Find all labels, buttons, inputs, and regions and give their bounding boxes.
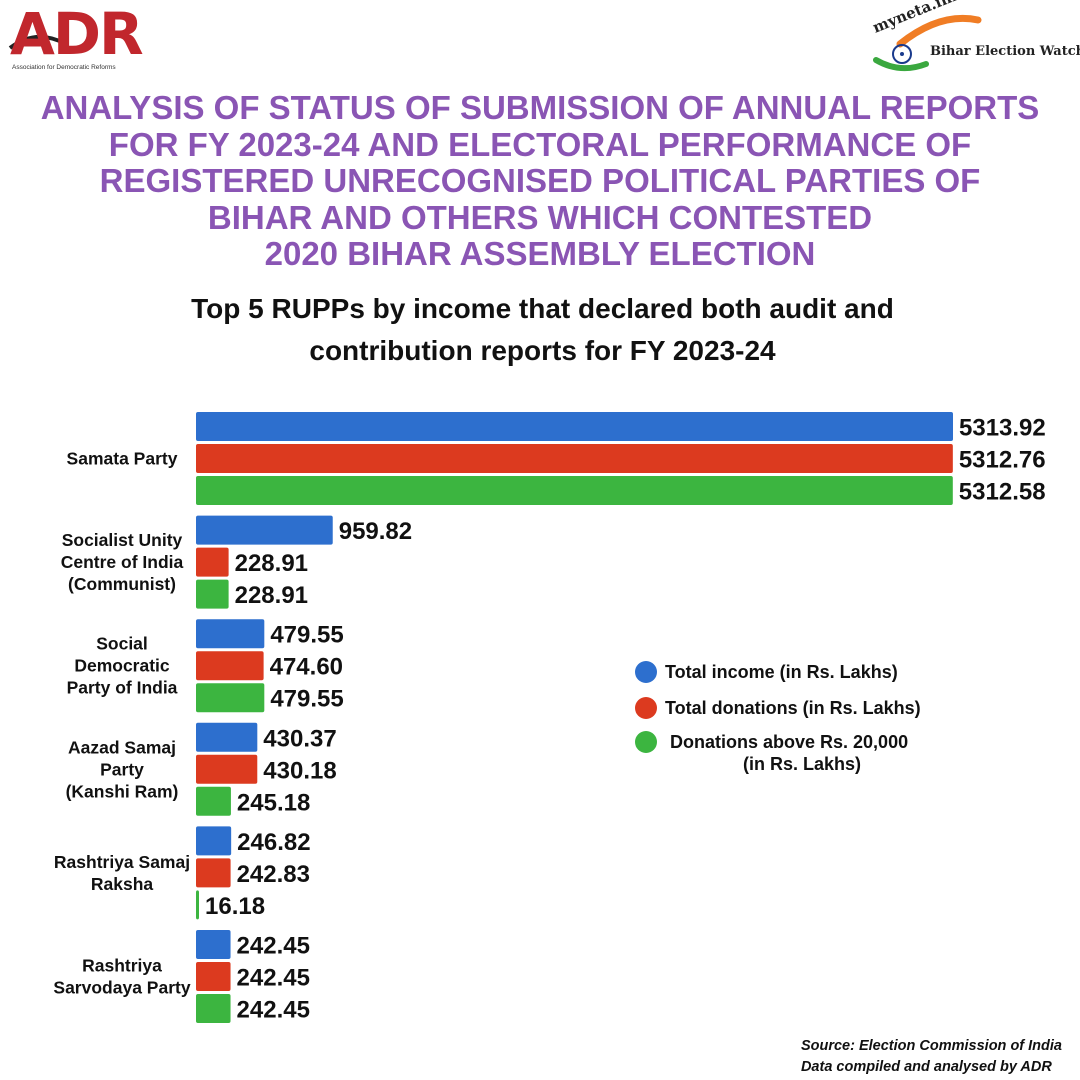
data-label: 430.18 [263,757,336,784]
legend-label: Donations above Rs. 20,000 [670,732,908,752]
bar [196,547,229,577]
bar [196,786,231,816]
bar [196,683,265,713]
data-label: 242.45 [237,965,310,992]
page-title-line: ANALYSIS OF STATUS OF SUBMISSION OF ANNU… [40,89,1040,126]
page-title: ANALYSIS OF STATUS OF SUBMISSION OF ANNU… [20,89,1060,273]
adr-logo-text: ADR [10,0,144,68]
bihar-election-watch-text: Bihar Election Watch [930,44,1080,59]
bar [196,826,232,856]
data-label: 430.37 [263,725,336,752]
category-label: Rashtriya [82,956,162,976]
category-label: Party [100,759,144,779]
legend-swatch [635,697,657,719]
data-label: 242.45 [237,933,310,960]
category-label: Social [96,634,148,654]
data-label: 246.82 [237,829,310,856]
chart-title: Top 5 RUPPs by income that declared both… [40,288,1045,372]
data-label: 5312.58 [959,479,1046,506]
category-label: Party of India [67,678,178,698]
chart-title-line: contribution reports for FY 2023-24 [309,335,776,366]
category-label: Centre of India [61,552,184,572]
bar [196,722,258,752]
category-label: (Communist) [68,574,176,594]
legend-label: Total donations (in Rs. Lakhs) [665,698,921,718]
page-title-line: BIHAR AND OTHERS WHICH CONTESTED [207,198,873,236]
page-title-line: FOR FY 2023-24 AND ELECTORAL PERFORMANCE… [108,125,972,163]
data-label: 479.55 [270,686,343,713]
bar [196,412,953,441]
category-label: Sarvodaya Party [53,978,190,998]
data-label: 5312.76 [959,447,1046,474]
bar [196,858,231,888]
adr-logo-subtitle: Association for Democratic Reforms [12,64,116,71]
adr-logo: ADR Association for Democratic Reforms [6,2,151,72]
data-label: 5313.92 [959,415,1046,442]
category-label: Socialist Unity [62,530,183,550]
category-label: Democratic [74,656,170,676]
data-label: 245.18 [237,789,310,816]
page-title-line: REGISTERED UNRECOGNISED POLITICAL PARTIE… [99,162,981,199]
myneta-swoosh-icon [873,14,982,72]
category-label: Rashtriya Samaj [54,852,190,872]
category-label: Raksha [91,874,154,894]
bar [196,994,231,1023]
data-label: 228.91 [235,550,308,577]
bar [196,579,229,609]
data-label: 959.82 [339,518,412,545]
legend-swatch [635,661,657,683]
adr-swoosh-icon [8,35,67,50]
source-line: Data compiled and analysed by ADR [800,1059,1052,1075]
page-title-line: 2020 BIHAR ASSEMBLY ELECTION [264,235,816,272]
bar [196,476,953,505]
data-label: 242.45 [237,997,310,1024]
bar [196,890,199,920]
data-label: 16.18 [205,893,265,920]
legend-swatch [635,731,657,753]
bar [196,444,953,473]
category-label: (Kanshi Ram) [66,781,179,801]
bar [196,651,264,681]
myneta-logo: myneta.info Bihar Election Watch [860,0,1080,74]
bar [196,515,333,545]
data-label: 474.60 [270,654,343,681]
bar [196,962,231,991]
category-label: Aazad Samaj [68,737,176,757]
data-label: 479.55 [270,622,343,649]
chart-title-line: Top 5 RUPPs by income that declared both… [191,293,894,324]
data-label: 242.83 [237,861,310,888]
category-label: Samata Party [67,449,178,469]
data-label: 228.91 [235,582,308,609]
legend-label: Total income (in Rs. Lakhs) [665,662,898,682]
bar [196,930,231,959]
bar [196,619,265,649]
source-line: Source: Election Commission of India [800,1038,1062,1054]
source-note: Source: Election Commission of India Dat… [801,1036,1062,1078]
legend-label: (in Rs. Lakhs) [743,754,861,774]
bar [196,754,258,784]
